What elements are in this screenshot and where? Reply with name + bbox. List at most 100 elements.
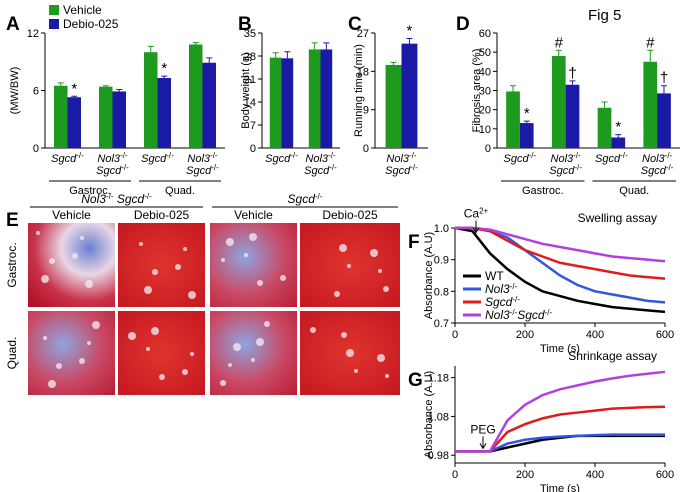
panel-letter: B — [238, 14, 252, 35]
line-series — [455, 434, 665, 453]
error-bar — [510, 85, 517, 92]
y-axis-label: Fibrosis area (%) — [471, 49, 483, 133]
tissue-spot — [87, 341, 91, 345]
error-bar — [406, 38, 413, 44]
tissue-spot — [249, 233, 257, 241]
y-tick-label: 0.7 — [434, 318, 449, 330]
row-label: Quad. — [5, 337, 19, 370]
error-bar — [57, 82, 64, 86]
error-bar — [569, 80, 576, 85]
y-tick-label: 6 — [33, 86, 39, 98]
y-tick-label: 27 — [357, 28, 369, 40]
error-bar — [206, 57, 213, 63]
error-bar — [311, 42, 318, 50]
x-axis-label: Time (s) — [540, 483, 580, 492]
x-tick-label: 200 — [516, 469, 534, 481]
y-tick-label: 1.08 — [428, 411, 449, 423]
figure-label: Fig 5 — [588, 7, 621, 24]
bar — [657, 93, 671, 148]
y-tick-label: 20 — [479, 105, 491, 117]
legend-label: Debio-025 — [63, 17, 119, 31]
panel-letter: D — [456, 14, 470, 35]
bar — [112, 91, 126, 148]
tissue-spot — [244, 253, 248, 257]
y-axis-label: (MW/BW) — [9, 67, 21, 115]
bar — [202, 62, 216, 149]
y-tick-label: 21 — [244, 74, 256, 86]
tissue-spot — [188, 291, 196, 299]
tissue-spot — [233, 343, 241, 351]
tissue-spot — [85, 280, 93, 288]
y-tick-label: 50 — [479, 47, 491, 59]
y-tick-label: 1.0 — [434, 223, 449, 235]
column-label: Vehicle — [52, 208, 91, 222]
tissue-spot — [280, 275, 286, 281]
group-label: Quad. — [165, 185, 195, 197]
x-tick-label: 600 — [656, 469, 674, 481]
x-tick-label: 0 — [452, 469, 458, 481]
bar — [565, 84, 580, 148]
y-tick-label: 9 — [363, 105, 369, 117]
tissue-spot — [144, 286, 152, 294]
bar — [281, 58, 294, 148]
x-tick-label: Nol3-/-Sgcd-/- — [641, 151, 674, 178]
tissue-spot — [383, 286, 389, 292]
bar — [144, 52, 158, 148]
tissue-spot — [251, 358, 255, 362]
y-tick-label: 12 — [27, 28, 39, 40]
tissue-spot — [182, 369, 188, 375]
significance-marker: * — [71, 80, 77, 97]
legend-label: Sgcd-/- — [485, 295, 520, 310]
line-series — [454, 226, 666, 314]
bar — [157, 78, 171, 148]
row-label: Gastroc. — [5, 242, 19, 287]
x-tick-label: Sgcd-/- — [51, 151, 84, 166]
y-axis-label: Absorbance (A.U) — [423, 371, 435, 458]
group-label: Gastroc. — [522, 185, 564, 197]
annotation-arrow — [472, 220, 480, 234]
legend-label: Nol3-/- — [485, 282, 518, 297]
y-tick-label: 0.98 — [428, 450, 449, 462]
tissue-spot — [80, 236, 84, 240]
tissue-spot — [146, 347, 150, 351]
legend-label: WT — [485, 269, 504, 283]
tissue-spot — [139, 242, 143, 246]
annotation: Ca2+ — [464, 206, 489, 221]
panel-letter: C — [348, 14, 362, 35]
line-series — [455, 226, 666, 263]
panel-letter: F — [408, 232, 420, 253]
y-tick-label: 14 — [244, 97, 256, 109]
y-tick-label: 0 — [250, 143, 256, 155]
bar — [54, 85, 68, 148]
tissue-spot — [378, 269, 382, 273]
y-tick-label: 35 — [244, 28, 256, 40]
error-bar — [323, 42, 330, 50]
error-bar — [390, 61, 397, 65]
y-tick-label: 0.8 — [434, 286, 449, 298]
tissue-spot — [226, 238, 234, 246]
bar — [519, 123, 534, 148]
y-tick-label: 10 — [479, 124, 491, 136]
tissue-spot — [92, 321, 100, 329]
y-tick-label: 60 — [479, 28, 491, 40]
x-tick-label: Sgcd-/- — [595, 151, 628, 166]
tissue-spot — [48, 380, 56, 388]
tissue-spot — [183, 247, 187, 251]
tissue-spot — [221, 258, 225, 262]
line-series — [455, 433, 665, 453]
x-tick-label: 400 — [586, 329, 604, 341]
error-bar — [147, 45, 154, 53]
error-bar — [192, 42, 199, 45]
tissue-spot — [49, 258, 55, 264]
x-axis-label: Time (s) — [540, 343, 580, 355]
histology-image — [28, 223, 115, 307]
tissue-spot — [354, 369, 358, 373]
tissue-spot — [339, 244, 347, 252]
y-tick-label: 0 — [363, 143, 369, 155]
tissue-spot — [341, 332, 347, 338]
tissue-spot — [128, 332, 136, 340]
bar — [308, 49, 321, 148]
annotation-arrow — [479, 436, 487, 450]
error-bar — [523, 120, 530, 124]
x-tick-label: Nol3-/-Sgcd-/- — [549, 151, 582, 178]
